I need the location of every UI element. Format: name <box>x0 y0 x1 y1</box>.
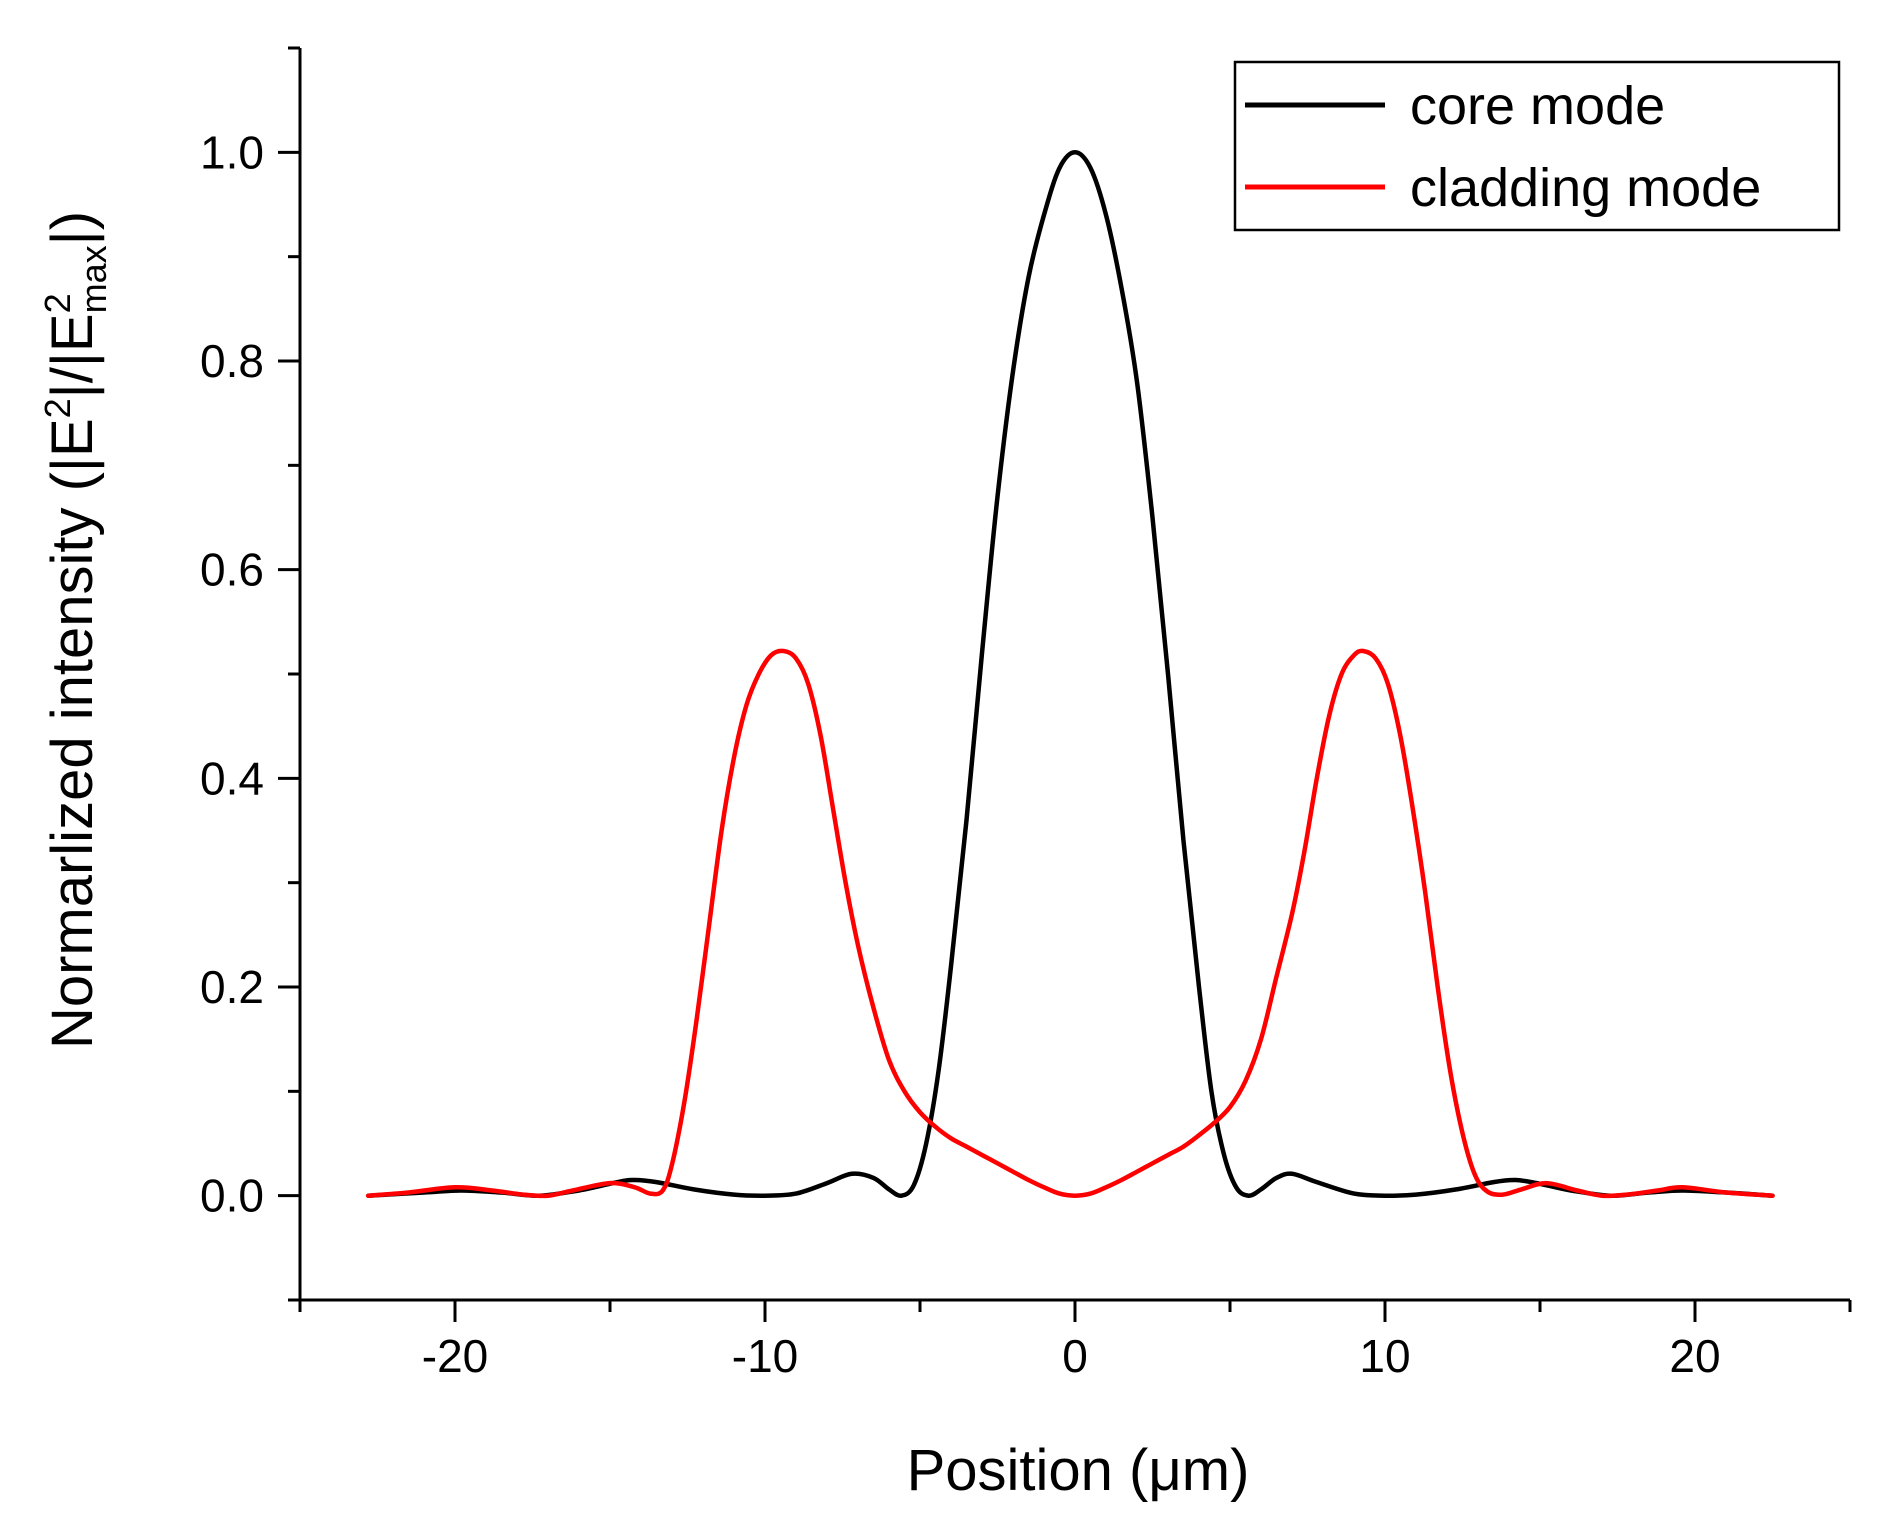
legend: core mode cladding mode <box>1233 60 1841 232</box>
x-tick-label: 20 <box>1669 1330 1720 1382</box>
y-axis-title-sup1: 2 <box>37 398 78 418</box>
y-axis-title-sup2: 2 <box>37 293 78 313</box>
y-tick-label: 0.4 <box>200 752 264 804</box>
axes: -20 -10 0 10 20 0.0 0.2 0.4 0.6 0.8 1.0 <box>200 46 1852 1382</box>
x-tick-label: -20 <box>422 1330 488 1382</box>
y-axis-title-end: |) <box>40 211 105 245</box>
legend-label-core-mode: core mode <box>1410 76 1665 136</box>
legend-label-cladding-mode: cladding mode <box>1410 158 1761 218</box>
y-tick-label: 0.2 <box>200 961 264 1013</box>
x-tick-label: -10 <box>732 1330 798 1382</box>
y-tick-label: 0.0 <box>200 1170 264 1222</box>
x-axis-title: Position (μm) <box>907 1438 1250 1503</box>
y-tick-label: 0.8 <box>200 335 264 387</box>
y-tick-label: 1.0 <box>200 126 264 178</box>
y-axis-title-main: Normarlized intensity (|E <box>40 418 105 1049</box>
y-tick-label: 0.6 <box>200 544 264 596</box>
x-tick-label: 0 <box>1062 1330 1088 1382</box>
series-line-cladding-mode <box>365 648 1775 1199</box>
x-tick-label: 10 <box>1359 1330 1410 1382</box>
y-axis-title-sub: max <box>73 245 114 313</box>
series-line-core-mode <box>365 150 1775 1199</box>
legend-box <box>1233 60 1841 232</box>
y-axis-title: Normarlized intensity (|E2|/|E2max|) <box>37 211 114 1049</box>
y-axis-title-mid: |/|E <box>40 313 105 398</box>
series-group <box>365 150 1775 1199</box>
